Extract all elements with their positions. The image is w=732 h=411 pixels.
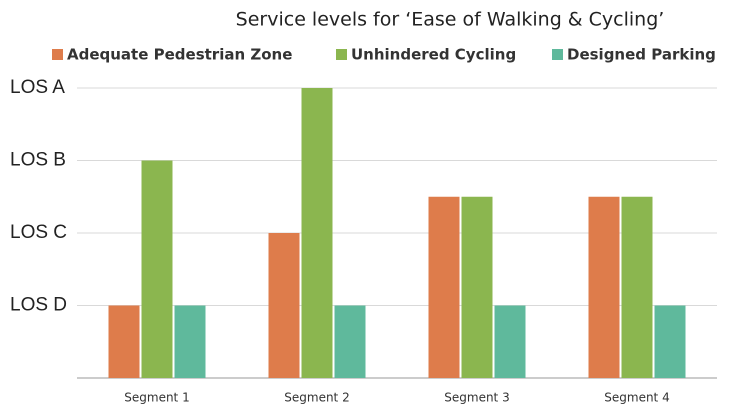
bar — [108, 305, 140, 378]
bar — [334, 305, 366, 378]
legend-label: Adequate Pedestrian Zone — [67, 46, 292, 64]
legend-swatch — [336, 49, 347, 60]
x-tick-label: Segment 3 — [444, 391, 509, 405]
x-tick-label: Segment 2 — [284, 391, 349, 405]
bar — [141, 160, 173, 378]
bar — [301, 88, 333, 378]
bar — [268, 233, 300, 378]
bar — [174, 305, 206, 378]
bar — [428, 196, 460, 378]
legend-swatch — [52, 49, 63, 60]
bar — [621, 196, 653, 378]
x-tick-label: Segment 1 — [124, 391, 189, 405]
bar — [461, 196, 493, 378]
bar — [588, 196, 620, 378]
y-tick-label: LOS A — [10, 77, 65, 98]
y-tick-label: LOS C — [10, 222, 67, 243]
x-tick-label: Segment 4 — [604, 391, 669, 405]
legend-label: Unhindered Cycling — [351, 46, 516, 64]
chart-title: Service levels for ‘Ease of Walking & Cy… — [236, 9, 665, 31]
y-tick-label: LOS D — [10, 295, 67, 316]
legend-label: Designed Parking — [567, 46, 716, 64]
legend-swatch — [552, 49, 563, 60]
bar — [494, 305, 526, 378]
y-tick-label: LOS B — [10, 150, 66, 171]
bar — [654, 305, 686, 378]
